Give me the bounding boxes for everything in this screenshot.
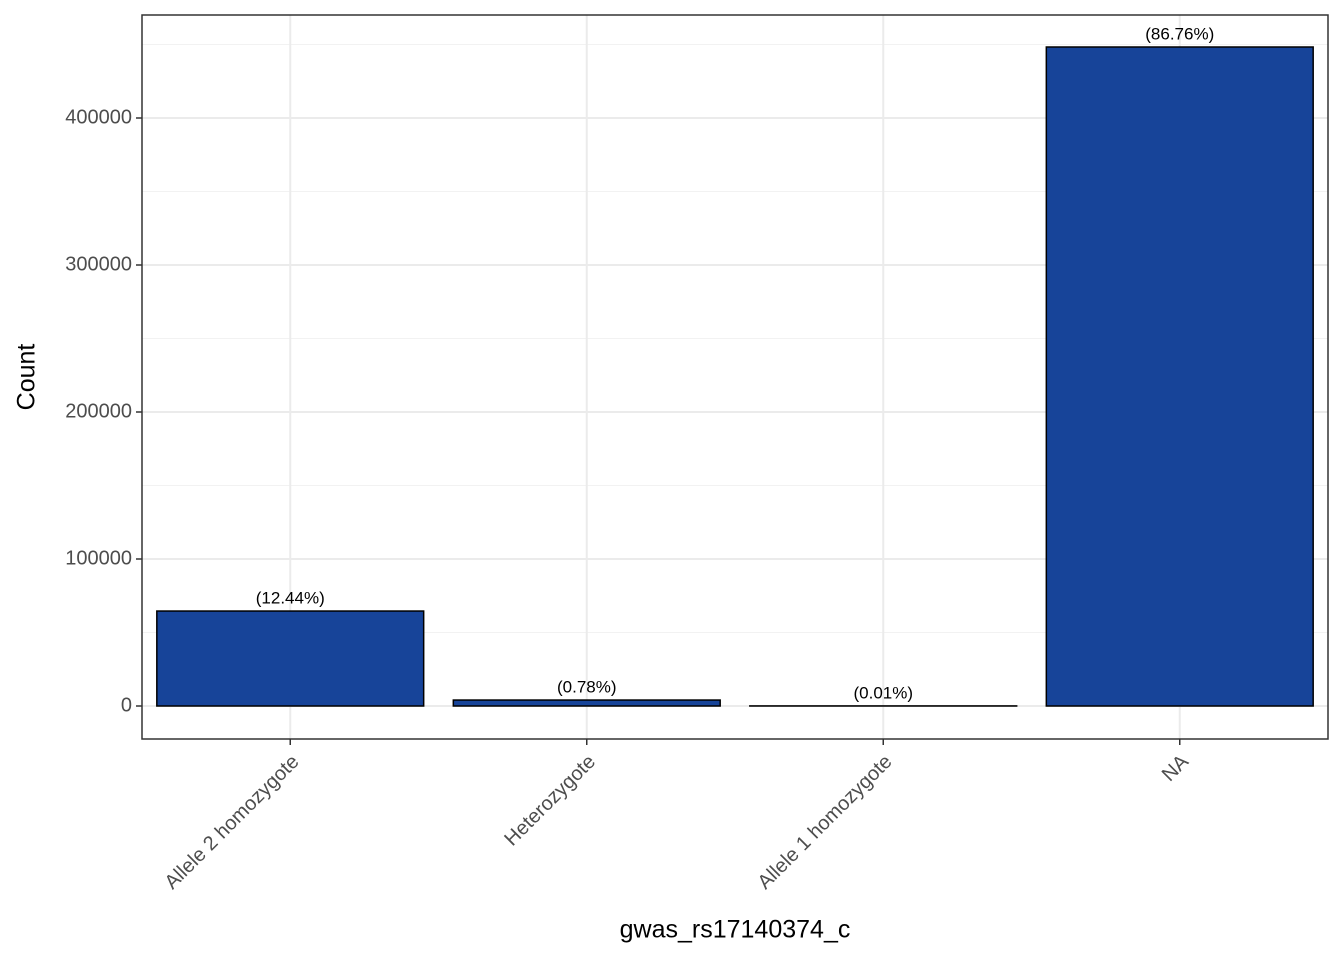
x-axis-title: gwas_rs17140374_c: [620, 916, 851, 944]
y-tick-label: 0: [121, 694, 132, 716]
y-axis-title: Count: [13, 344, 41, 411]
data-label: (86.76%): [1145, 24, 1214, 43]
x-tick-label: Allele 2 homozygote: [161, 751, 304, 894]
data-label: (0.78%): [557, 678, 617, 697]
y-tick-label: 400000: [65, 106, 132, 128]
data-label: (0.01%): [853, 683, 913, 702]
y-tick-label: 100000: [65, 547, 132, 569]
x-tick-label: NA: [1158, 750, 1194, 786]
y-tick-label: 200000: [65, 400, 132, 422]
panel-border: [141, 14, 1329, 740]
data-label: (12.44%): [256, 589, 325, 608]
bar: [452, 699, 721, 707]
bar: [1045, 46, 1314, 707]
x-tick-label: Heterozygote: [500, 751, 600, 851]
x-tick-label: Allele 1 homozygote: [754, 751, 897, 894]
bar: [156, 610, 425, 707]
y-tick-label: 300000: [65, 253, 132, 275]
